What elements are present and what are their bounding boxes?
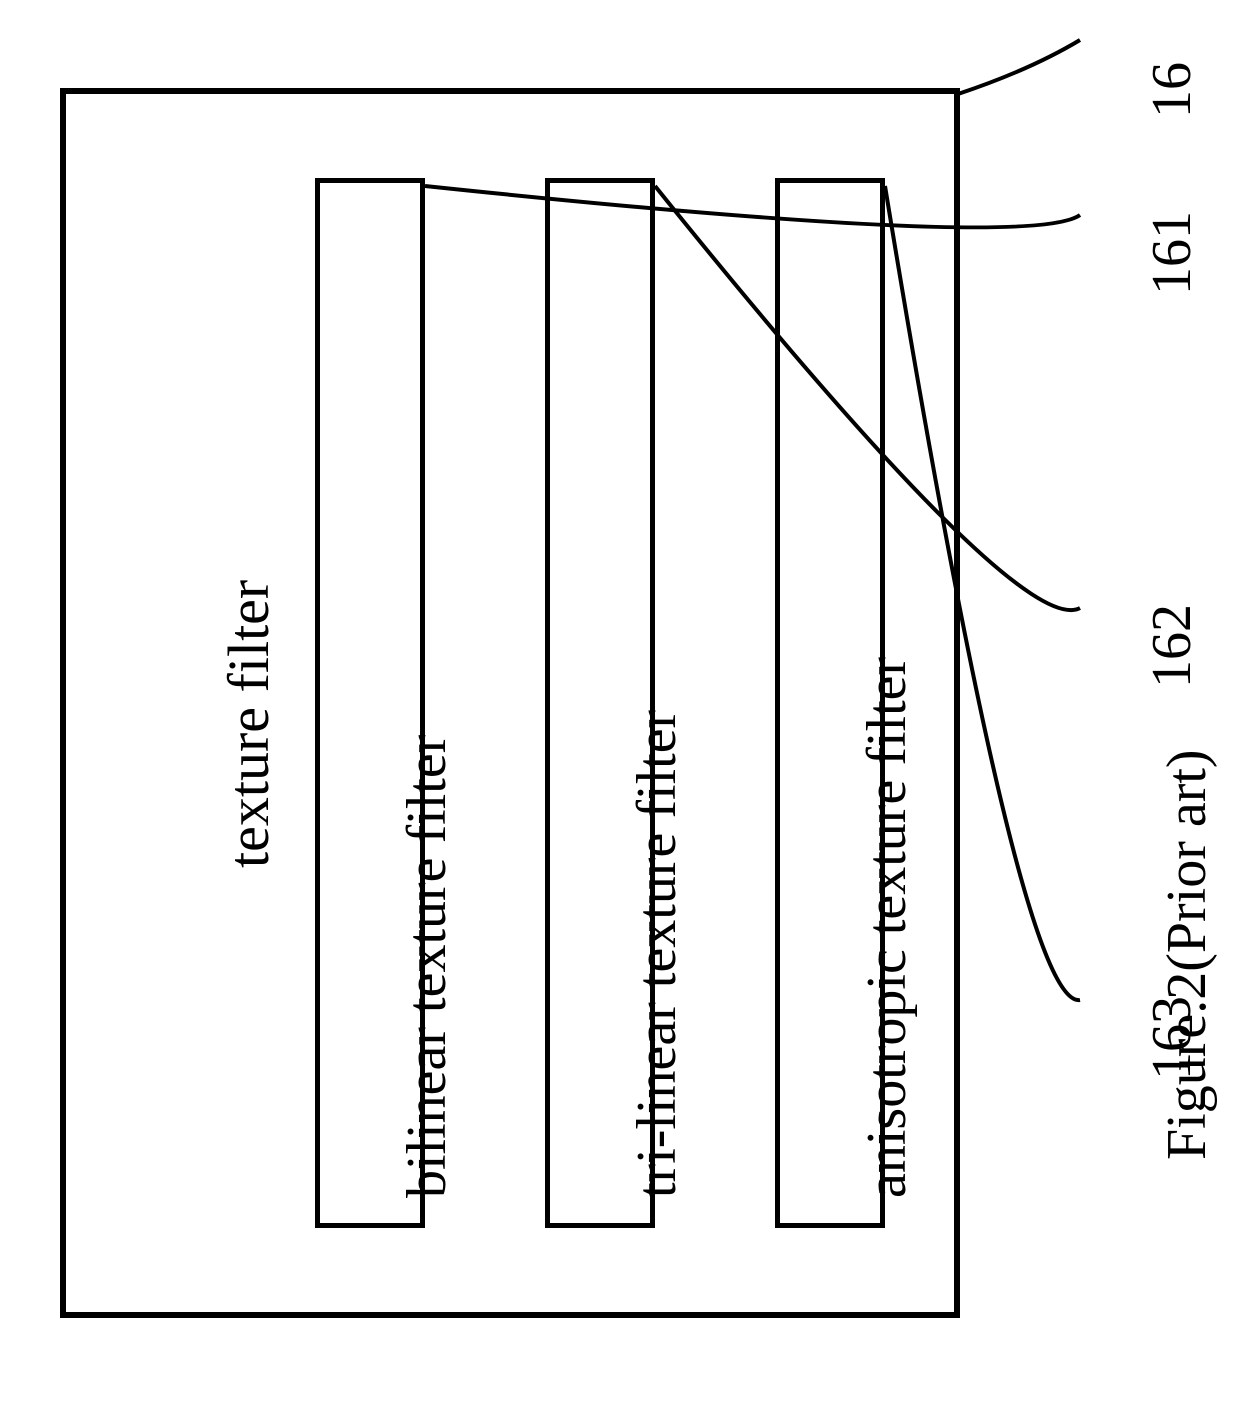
figure-caption: Figure.2(Prior art) xyxy=(1155,749,1219,1160)
ref-trilinear: 162 xyxy=(1140,604,1204,688)
leader-bilinear xyxy=(425,186,1080,227)
ref-outer: 16 xyxy=(1140,62,1204,118)
leader-anisotropic xyxy=(885,186,1080,1000)
leader-trilinear xyxy=(655,186,1080,610)
diagram-canvas: texture filter bilinear texture filter t… xyxy=(0,0,1241,1407)
ref-bilinear: 161 xyxy=(1140,211,1204,295)
leader-lines xyxy=(0,0,1241,1407)
leader-outer xyxy=(958,40,1080,94)
